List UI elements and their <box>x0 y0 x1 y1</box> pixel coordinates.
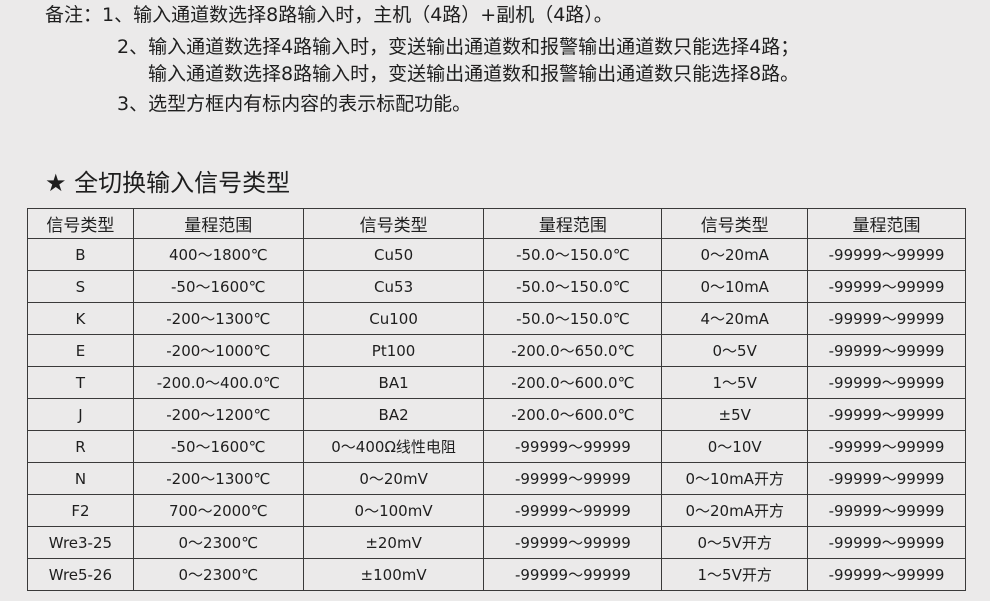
table-cell: -99999～99999 <box>807 238 966 271</box>
table-cell: BA1 <box>302 366 485 399</box>
table-cell: -99999～99999 <box>807 430 966 463</box>
table-cell: -200～1200℃ <box>132 398 304 431</box>
table-cell: 0～10mA <box>661 270 809 303</box>
table-cell: -99999～99999 <box>483 558 663 591</box>
section-title-text: 全切换输入信号类型 <box>74 169 291 197</box>
table-cell: -99999～99999 <box>807 334 966 367</box>
table-cell: Pt100 <box>302 334 485 367</box>
table-cell: 0～5V <box>661 334 809 367</box>
table-cell: -200.0～400.0℃ <box>132 366 304 399</box>
table-cell: -99999～99999 <box>807 558 966 591</box>
table-cell: -200～1000℃ <box>132 334 304 367</box>
table-row: B 400～1800℃ Cu50 -50.0～150.0℃ 0～20mA -99999～9… <box>27 238 966 271</box>
table-cell: J <box>27 398 134 431</box>
column-header: 量程范围 <box>807 208 966 239</box>
notes-line-4: 3、选型方框内有标内容的表示标配功能。 <box>117 93 472 115</box>
table-cell: -50～1600℃ <box>132 270 304 303</box>
table-cell: Cu53 <box>302 270 485 303</box>
table-cell: 1～5V开方 <box>661 558 809 591</box>
notes-label: 备注： <box>45 4 103 26</box>
column-header: 量程范围 <box>483 208 663 239</box>
table-cell: Wre3-25 <box>27 526 134 559</box>
table-cell: ±20mV <box>302 526 485 559</box>
table-cell: -99999～99999 <box>807 526 966 559</box>
table-cell: 0～2300℃ <box>132 558 304 591</box>
table-cell: E <box>27 334 134 367</box>
column-header: 信号类型 <box>661 208 809 239</box>
table-cell: 0～400Ω线性电阻 <box>302 430 485 463</box>
table-row: R -50～1600℃ 0～400Ω线性电阻 -99999～99999 0～10V -99… <box>27 430 966 463</box>
table-cell: -99999～99999 <box>807 398 966 431</box>
notes-line-3: 输入通道数选择8路输入时，变送输出通道数和报警输出通道数只能选择8路。 <box>148 63 800 85</box>
table-cell: S <box>27 270 134 303</box>
table-cell: -50.0～150.0℃ <box>483 270 663 303</box>
table-cell: B <box>27 238 134 271</box>
table-row: F2 700～2000℃ 0～100mV -99999～99999 0～20mA开方 -9… <box>27 494 966 527</box>
table-row: Wre5-26 0～2300℃ ±100mV -99999～99999 1～5V开方 -9… <box>27 558 966 591</box>
table-cell: R <box>27 430 134 463</box>
table-cell: 4～20mA <box>661 302 809 335</box>
table-cell: Wre5-26 <box>27 558 134 591</box>
table-cell: 700～2000℃ <box>132 494 304 527</box>
table-row: K -200～1300℃ Cu100 -50.0～150.0℃ 4～20mA -99999… <box>27 302 966 335</box>
column-header: 量程范围 <box>132 208 304 239</box>
table-cell: -99999～99999 <box>483 430 663 463</box>
star-icon: ★ <box>45 169 67 197</box>
table-cell: -50.0～150.0℃ <box>483 302 663 335</box>
table-row: S -50～1600℃ Cu53 -50.0～150.0℃ 0～10mA -99999～9… <box>27 270 966 303</box>
table-cell: -200～1300℃ <box>132 302 304 335</box>
table-row: N -200～1300℃ 0～20mV -99999～99999 0～10mA开方 -99… <box>27 462 966 495</box>
table-cell: BA2 <box>302 398 485 431</box>
table-cell: 1～5V <box>661 366 809 399</box>
table-cell: -200.0～600.0℃ <box>483 398 663 431</box>
note-1: 1、输入通道数选择8路输入时，主机（4路）+副机（4路）。 <box>102 4 613 26</box>
table-cell: -99999～99999 <box>483 462 663 495</box>
table-header-row: 信号类型 量程范围 信号类型 量程范围 信号类型 量程范围 <box>27 208 966 239</box>
table-cell: -200.0～600.0℃ <box>483 366 663 399</box>
table-cell: -200.0～650.0℃ <box>483 334 663 367</box>
table-cell: 0～100mV <box>302 494 485 527</box>
table-cell: -99999～99999 <box>807 494 966 527</box>
table-cell: -99999～99999 <box>807 366 966 399</box>
notes-line-1: 备注：1、输入通道数选择8路输入时，主机（4路）+副机（4路）。 <box>45 3 613 27</box>
table-cell: -99999～99999 <box>807 302 966 335</box>
table-row: Wre3-25 0～2300℃ ±20mV -99999～99999 0～5V开方 -99… <box>27 526 966 559</box>
table-cell: 0～10V <box>661 430 809 463</box>
table-row: J -200～1200℃ BA2 -200.0～600.0℃ ±5V -99999～999… <box>27 398 966 431</box>
table-cell: Cu100 <box>302 302 485 335</box>
table-cell: 0～2300℃ <box>132 526 304 559</box>
table-cell: ±100mV <box>302 558 485 591</box>
table-row: T -200.0～400.0℃ BA1 -200.0～600.0℃ 1～5V -99999… <box>27 366 966 399</box>
table-row: E -200～1000℃ Pt100 -200.0～650.0℃ 0～5V -99999～… <box>27 334 966 367</box>
table-cell: 400～1800℃ <box>132 238 304 271</box>
table-cell: Cu50 <box>302 238 485 271</box>
table-cell: 0～20mA <box>661 238 809 271</box>
table-cell: -50.0～150.0℃ <box>483 238 663 271</box>
table-cell: -99999～99999 <box>483 526 663 559</box>
signal-type-table: 信号类型 量程范围 信号类型 量程范围 信号类型 量程范围 B 400～1800℃ Cu50-… <box>27 208 966 591</box>
table-cell: 0～20mA开方 <box>661 494 809 527</box>
table-cell: T <box>27 366 134 399</box>
table-cell: 0～20mV <box>302 462 485 495</box>
table-cell: F2 <box>27 494 134 527</box>
table-cell: -200～1300℃ <box>132 462 304 495</box>
column-header: 信号类型 <box>302 208 485 239</box>
table-cell: 0～10mA开方 <box>661 462 809 495</box>
table-cell: ±5V <box>661 398 809 431</box>
table-cell: -50～1600℃ <box>132 430 304 463</box>
table-cell: K <box>27 302 134 335</box>
table-cell: 0～5V开方 <box>661 526 809 559</box>
notes-line-2: 2、输入通道数选择4路输入时，变送输出通道数和报警输出通道数只能选择4路； <box>117 36 800 58</box>
table-cell: -99999～99999 <box>807 270 966 303</box>
section-title: ★ 全切换输入信号类型 <box>45 167 290 199</box>
table-cell: N <box>27 462 134 495</box>
table-cell: -99999～99999 <box>807 462 966 495</box>
table-cell: -99999～99999 <box>483 494 663 527</box>
column-header: 信号类型 <box>27 208 134 239</box>
